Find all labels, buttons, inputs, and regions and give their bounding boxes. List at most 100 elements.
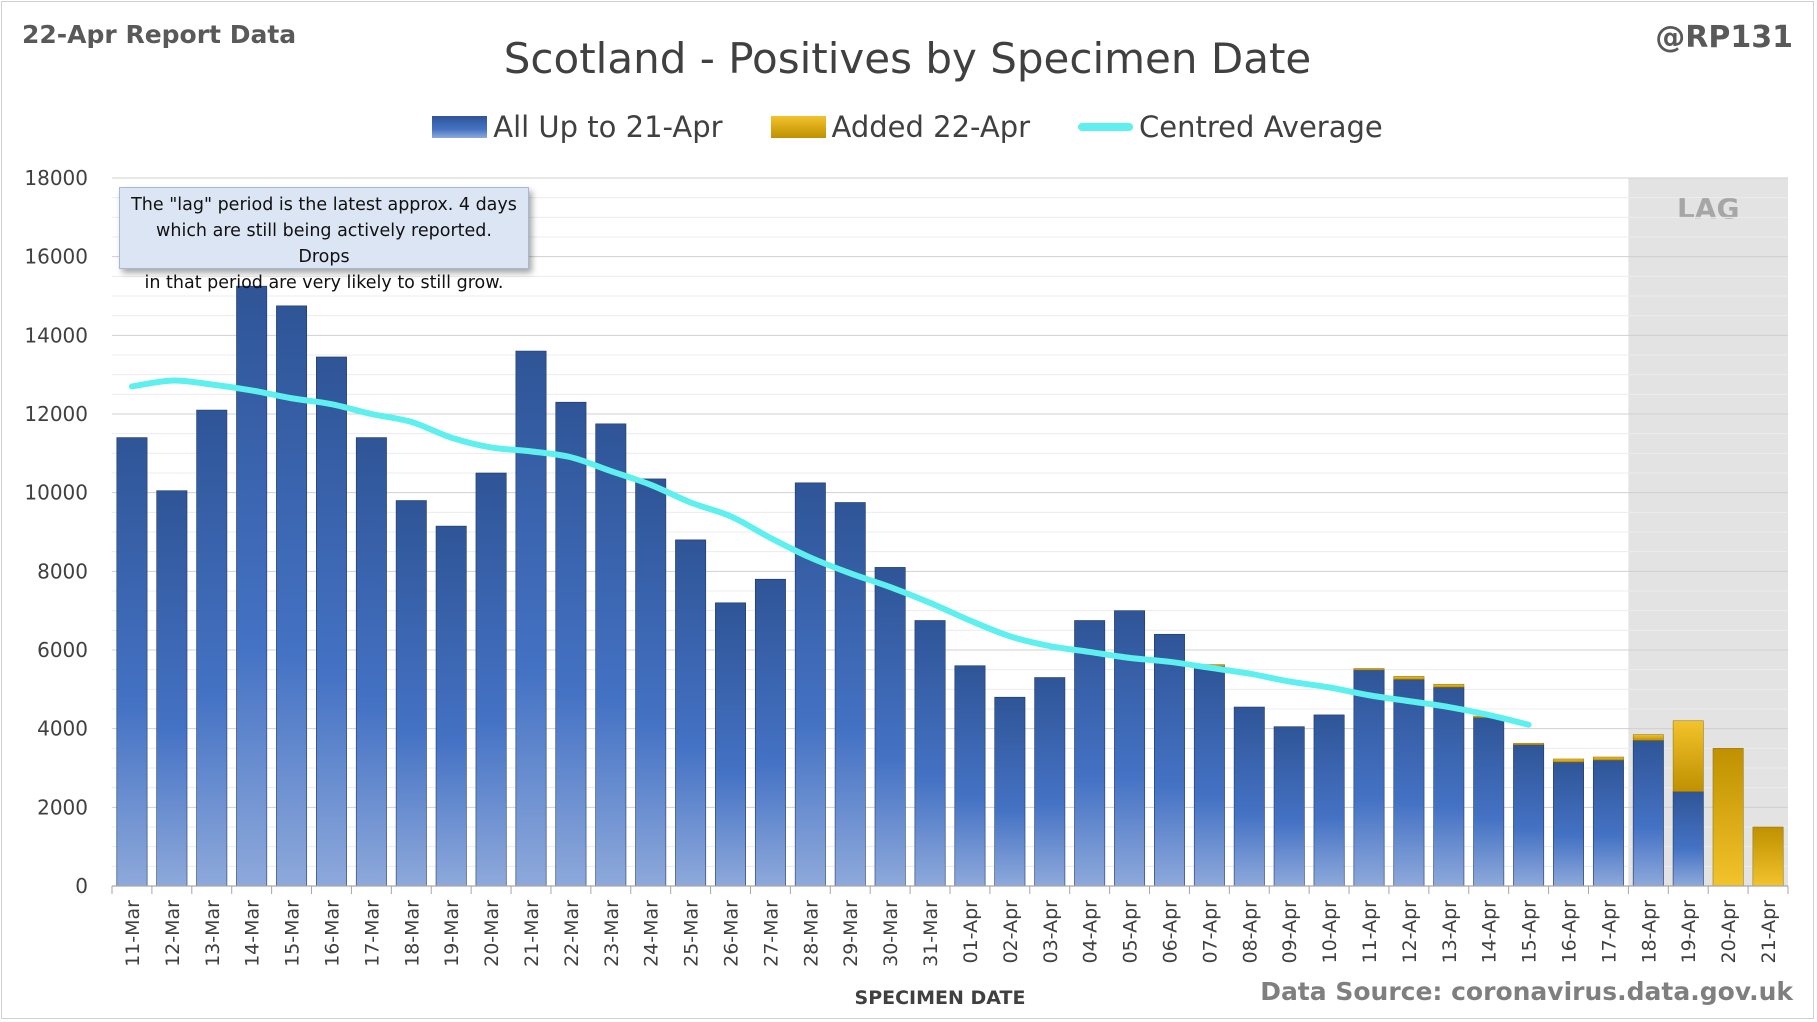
bar-all-02-Apr [994, 696, 1026, 887]
legend-item-average: Centred Average [1078, 110, 1383, 144]
lag-annotation-box: The "lag" period is the latest approx. 4… [119, 187, 529, 293]
bar-all-29-Mar [834, 502, 866, 887]
x-tick-label: 20-Apr [1718, 900, 1740, 964]
x-tick-label: 01-Apr [960, 900, 982, 964]
x-tick-label: 12-Mar [162, 900, 184, 967]
bar-all-11-Mar [116, 437, 148, 887]
x-tick-label: 07-Apr [1199, 900, 1221, 964]
bar-all-19-Apr [1672, 791, 1704, 887]
annotation-line-3: in that period are very likely to still … [144, 273, 504, 293]
bar-added-21-Apr [1752, 826, 1784, 887]
y-tick-label: 14000 [24, 323, 88, 347]
x-tick-label: 04-Apr [1080, 900, 1102, 964]
bar-all-13-Apr [1433, 687, 1465, 887]
legend-swatch-all [432, 116, 488, 138]
x-tick-label: 27-Mar [760, 900, 782, 967]
legend-label-added: Added 22-Apr [831, 110, 1031, 144]
bar-all-16-Apr [1553, 761, 1584, 887]
lag-label: LAG [1677, 192, 1740, 225]
bar-all-09-Apr [1273, 726, 1305, 887]
bar-all-06-Apr [1154, 633, 1185, 887]
y-tick-label: 0 [75, 874, 88, 898]
bar-all-30-Mar [874, 567, 906, 887]
legend-label-average: Centred Average [1139, 110, 1383, 144]
x-tick-label: 17-Apr [1598, 900, 1620, 964]
x-tick-label: 03-Apr [1040, 900, 1062, 964]
bar-all-01-Apr [954, 665, 986, 887]
x-tick-label: 18-Mar [401, 900, 423, 967]
bar-all-18-Apr [1632, 740, 1664, 887]
bar-added-20-Apr [1712, 748, 1744, 887]
x-tick-label: 15-Apr [1519, 900, 1541, 964]
x-tick-label: 29-Mar [840, 900, 862, 967]
legend-item-added: Added 22-Apr [770, 110, 1031, 144]
x-tick-label: 22-Mar [561, 900, 583, 967]
annotation-line-2: which are still being actively reported.… [156, 221, 492, 267]
x-tick-label: 11-Apr [1359, 900, 1381, 964]
x-tick-label: 25-Mar [681, 900, 703, 967]
bar-all-24-Mar [635, 478, 667, 887]
bar-added-12-Apr [1393, 676, 1425, 680]
centred-average-line [128, 377, 1532, 728]
data-source: Data Source: coronavirus.data.gov.uk [1260, 977, 1793, 1006]
chart-title: Scotland - Positives by Specimen Date [503, 34, 1312, 83]
x-tick-label: 30-Mar [880, 900, 902, 967]
bar-all-12-Apr [1393, 679, 1425, 887]
x-tick-label: 06-Apr [1159, 900, 1181, 964]
annotation-line-1: The "lag" period is the latest approx. 4… [131, 195, 517, 215]
y-tick-label: 6000 [37, 638, 88, 662]
x-tick-label: 28-Mar [800, 900, 822, 967]
bar-added-16-Apr [1553, 758, 1584, 763]
x-tick-label: 20-Mar [481, 900, 503, 967]
bar-all-18-Mar [395, 500, 427, 887]
report-date-label: 22-Apr Report Data [22, 20, 297, 49]
x-tick-label: 26-Mar [721, 900, 743, 967]
x-tick-label: 02-Apr [1000, 900, 1022, 964]
x-axis-title: SPECIMEN DATE [855, 987, 1026, 1009]
x-tick-label: 09-Apr [1279, 900, 1301, 964]
bar-added-18-Apr [1632, 734, 1664, 741]
y-tick-label: 16000 [24, 245, 88, 269]
y-tick-label: 18000 [24, 166, 88, 190]
bar-all-21-Mar [515, 350, 547, 887]
bar-added-11-Apr [1353, 668, 1385, 671]
bar-all-22-Mar [555, 401, 587, 887]
x-tick-label: 05-Apr [1120, 900, 1142, 964]
bar-added-19-Apr [1672, 720, 1704, 792]
y-tick-label: 2000 [37, 795, 88, 819]
bar-all-07-Apr [1193, 665, 1225, 887]
x-tick-label: 21-Mar [521, 900, 543, 967]
bar-all-15-Mar [276, 305, 308, 887]
legend-swatch-average [1078, 123, 1134, 131]
bar-all-08-Apr [1233, 706, 1265, 887]
x-tick-label: 31-Mar [920, 900, 942, 967]
bar-all-23-Mar [595, 423, 627, 887]
y-tick-label: 12000 [24, 402, 88, 426]
x-tick-label: 24-Mar [641, 900, 663, 967]
bar-all-20-Mar [475, 472, 507, 887]
bar-all-28-Mar [794, 482, 826, 887]
x-tick-label: 21-Apr [1758, 900, 1780, 964]
bar-all-10-Apr [1313, 714, 1345, 887]
legend-swatch-added [770, 116, 826, 138]
x-tick-label: 18-Apr [1638, 900, 1660, 964]
bar-all-13-Mar [196, 409, 228, 887]
bar-all-17-Apr [1592, 759, 1624, 887]
bar-all-11-Apr [1353, 669, 1385, 887]
x-tick-label: 19-Apr [1678, 900, 1700, 964]
x-tick-label: 19-Mar [441, 900, 463, 967]
bar-all-25-Mar [675, 539, 707, 887]
x-tick-label: 13-Apr [1439, 900, 1461, 964]
author-handle: @RP131 [1655, 20, 1793, 55]
bar-all-19-Mar [435, 525, 467, 887]
x-tick-label: 17-Mar [361, 900, 383, 967]
x-tick-label: 16-Apr [1559, 900, 1581, 964]
bar-all-27-Mar [754, 578, 786, 887]
x-tick-label: 14-Apr [1479, 900, 1501, 964]
x-tick-label: 08-Apr [1239, 900, 1261, 964]
bar-all-05-Apr [1114, 610, 1146, 887]
bar-all-12-Mar [156, 490, 188, 887]
x-tick-label: 13-Mar [202, 900, 224, 967]
